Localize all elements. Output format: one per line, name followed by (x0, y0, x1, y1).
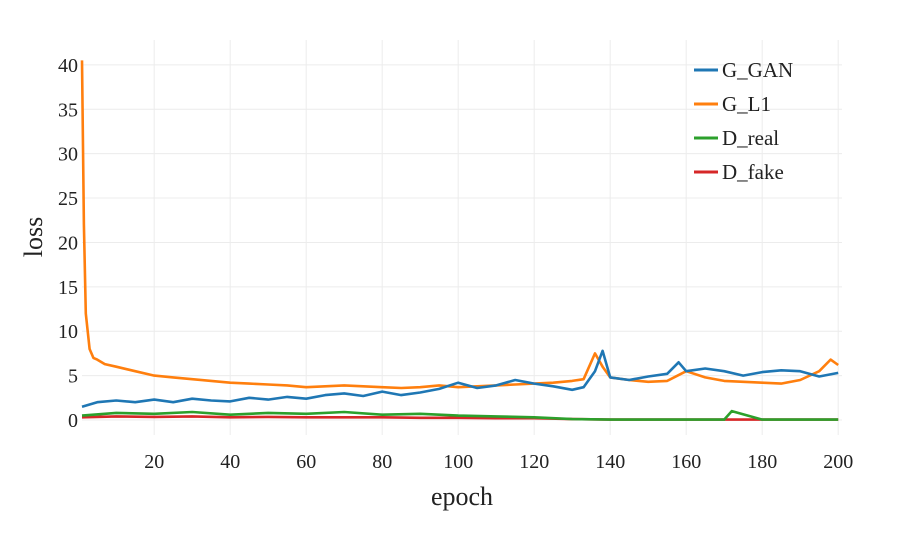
x-tick-label: 100 (443, 451, 473, 473)
series-lines (80, 60, 839, 421)
legend-label-g-gan: G_GAN (722, 58, 793, 82)
x-tick-labels: 20 40 60 80 100 120 140 160 180 200 (144, 451, 853, 473)
y-tick-label: 30 (58, 144, 78, 166)
series-line-g-gan (81, 349, 839, 408)
x-tick-label: 60 (296, 451, 316, 473)
x-tick-label: 120 (519, 451, 549, 473)
y-tick-label: 15 (58, 277, 78, 299)
x-axis-label: epoch (431, 482, 493, 511)
legend-label-d-fake: D_fake (722, 160, 784, 184)
x-tick-label: 40 (220, 451, 240, 473)
series-line-d-real (81, 409, 839, 421)
x-tick-label: 160 (671, 451, 701, 473)
legend: G_GAN G_L1 D_real D_fake (694, 58, 793, 184)
x-tick-label: 140 (595, 451, 625, 473)
x-tick-label: 80 (372, 451, 392, 473)
x-tick-label: 20 (144, 451, 164, 473)
y-tick-label: 20 (58, 232, 78, 254)
y-tick-label: 35 (58, 99, 78, 121)
series-line-g-l1 (80, 60, 839, 390)
y-tick-label: 10 (58, 321, 78, 343)
y-tick-label: 25 (58, 188, 78, 210)
x-tick-label: 180 (747, 451, 777, 473)
y-axis-label: loss (19, 217, 48, 257)
y-tick-label: 5 (68, 366, 78, 388)
y-tick-label: 40 (58, 55, 78, 77)
legend-label-d-real: D_real (722, 126, 779, 150)
y-tick-labels: 0 5 10 15 20 25 30 35 40 (58, 55, 78, 432)
y-tick-label: 0 (68, 410, 78, 432)
legend-label-g-l1: G_L1 (722, 92, 771, 116)
x-tick-label: 200 (823, 451, 853, 473)
